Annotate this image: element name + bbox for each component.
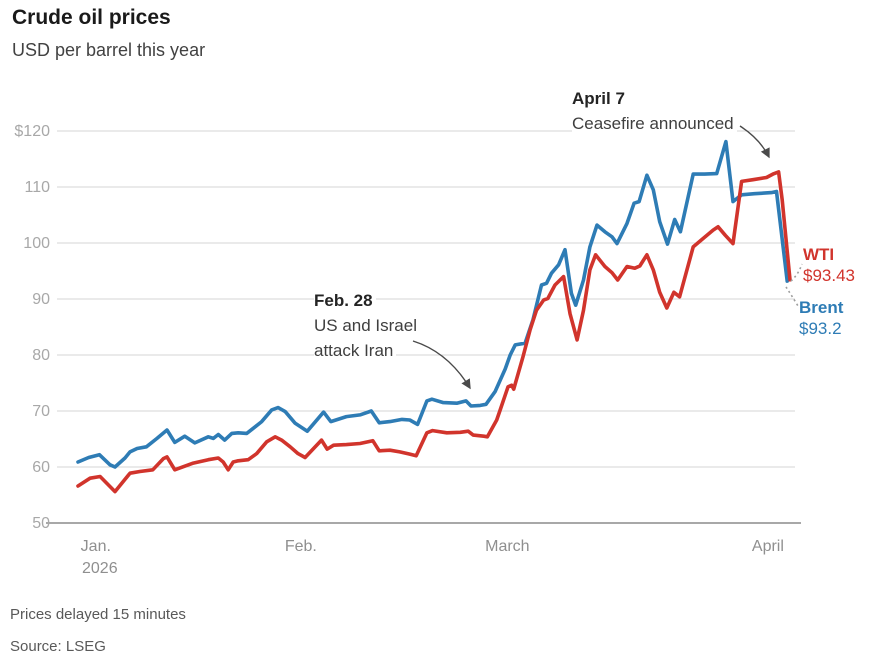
- annotation-april7: April 7 Ceasefire announced: [572, 86, 737, 136]
- x-axis-labels: Jan. 2026 Feb. March April: [81, 538, 784, 577]
- annotation-feb28-date: Feb. 28: [314, 288, 420, 313]
- series-line-wti: [76, 170, 792, 494]
- y-tick-label: 110: [24, 179, 50, 196]
- series-end-label-wti: WTI $93.43: [803, 244, 855, 286]
- annotation-april7-date: April 7: [572, 86, 737, 111]
- series-end-label-brent: Brent $93.2: [799, 297, 843, 339]
- x-tick-label: April: [752, 538, 784, 555]
- series-line-brent: [76, 139, 790, 469]
- feb28-arrow: [412, 340, 471, 390]
- x-tick-label: Feb.: [285, 538, 317, 555]
- x-tick-label: Jan.: [81, 538, 111, 555]
- footnote-delay: Prices delayed 15 minutes: [10, 606, 186, 623]
- series-price-wti: $93.43: [803, 266, 855, 285]
- series-price-brent: $93.2: [799, 319, 842, 338]
- gridlines: $120 110 100 90 80 70 60 50: [14, 123, 801, 532]
- x-tick-sublabel: 2026: [82, 560, 118, 577]
- leader-wti: [790, 263, 803, 282]
- series-name-brent: Brent: [799, 298, 844, 317]
- y-tick-label: 50: [32, 515, 50, 532]
- april7-arrow: [739, 125, 770, 159]
- footnote-source: Source: LSEG: [10, 638, 106, 655]
- annotation-april7-line1: Ceasefire announced: [572, 111, 737, 136]
- y-tick-label: 80: [32, 347, 50, 364]
- chart-subtitle: USD per barrel this year: [12, 40, 206, 60]
- leader-brent: [785, 286, 799, 307]
- chart-title: Crude oil prices: [12, 6, 171, 29]
- series-name-wti: WTI: [803, 245, 835, 264]
- y-tick-label: 60: [32, 459, 50, 476]
- y-tick-label: 70: [32, 403, 50, 420]
- annotation-feb28-line1: US and Israel: [314, 313, 420, 338]
- x-tick-label: March: [485, 538, 529, 555]
- annotation-feb28: Feb. 28 US and Israel attack Iran: [314, 288, 420, 363]
- y-tick-label: $120: [14, 123, 50, 140]
- annotation-feb28-line2: attack Iran: [314, 338, 420, 363]
- y-tick-label: 100: [23, 235, 50, 252]
- y-tick-label: 90: [32, 291, 50, 308]
